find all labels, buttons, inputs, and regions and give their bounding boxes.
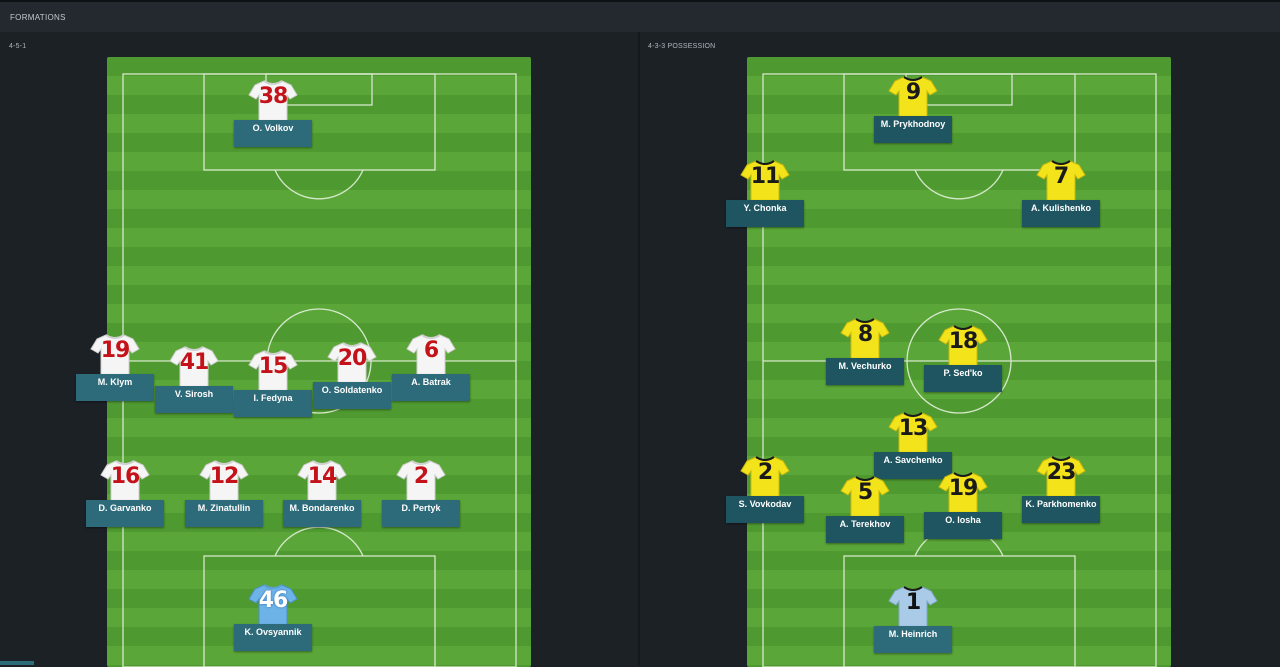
shirt-icon: [938, 470, 988, 518]
page-title: FORMATIONS: [10, 13, 66, 22]
shirt-number: 5: [857, 480, 873, 505]
shirt-icon: [740, 454, 790, 502]
shirt-number: 2: [413, 464, 429, 489]
player-token[interactable]: 5 A. Terekhov: [820, 474, 910, 554]
player-token[interactable]: 23 K. Parkhomenko: [1016, 454, 1106, 534]
player-name: M. Bondarenko: [283, 500, 361, 527]
player-name: M. Vechurko: [826, 358, 904, 385]
shirt-icon: [406, 332, 456, 380]
player-token[interactable]: 2 S. Vovkodav: [720, 454, 810, 534]
player-token[interactable]: 8 M. Vechurko: [820, 316, 910, 396]
shirt-icon: [740, 158, 790, 206]
player-token[interactable]: 19 M. Klym: [70, 332, 160, 412]
formation-label-right: 4-3-3 POSSESSION: [648, 43, 716, 50]
player-token[interactable]: 1 M. Heinrich: [868, 584, 958, 664]
player-token[interactable]: 18 P. Sed'ko: [918, 323, 1008, 403]
player-name: M. Klym: [76, 374, 154, 401]
player-name: M. Heinrich: [874, 626, 952, 653]
player-name: M. Zinatullin: [185, 500, 263, 527]
player-token[interactable]: 38 O. Volkov: [228, 78, 318, 158]
bottom-tab-indicator: [0, 661, 34, 665]
player-name: A. Batrak: [392, 374, 470, 401]
player-name: Y. Chonka: [726, 200, 804, 227]
player-token[interactable]: 9 M. Prykhodnoy: [868, 74, 958, 154]
right-formation-panel: 4-3-3 POSSESSION 9 M. Prykhodnoy 11 Y. Chon…: [640, 32, 1280, 667]
shirt-number: 9: [905, 80, 921, 105]
player-name: O. Volkov: [234, 120, 312, 147]
shirt-number: 38: [258, 84, 289, 109]
shirt-icon: [396, 458, 446, 506]
shirt-icon: [100, 458, 150, 506]
shirt-icon: [248, 582, 298, 630]
shirt-number: 18: [948, 329, 979, 354]
shirt-number: 19: [948, 476, 979, 501]
shirt-icon: [248, 348, 298, 396]
player-name: P. Sed'ko: [924, 365, 1002, 392]
shirt-number: 12: [209, 464, 240, 489]
player-name: I. Fedyna: [234, 390, 312, 417]
shirt-icon: [199, 458, 249, 506]
shirt-number: 41: [179, 350, 210, 375]
shirt-icon: [1036, 454, 1086, 502]
player-name: A. Kulishenko: [1022, 200, 1100, 227]
shirt-number: 7: [1053, 164, 1069, 189]
player-name: O. Iosha: [924, 512, 1002, 539]
player-token[interactable]: 41 V. Sirosh: [149, 344, 239, 424]
shirt-icon: [938, 323, 988, 371]
shirt-icon: [840, 474, 890, 522]
shirt-icon: [90, 332, 140, 380]
formation-label-left: 4-5-1: [9, 43, 27, 50]
shirt-icon: [1036, 158, 1086, 206]
player-name: D. Garvanko: [86, 500, 164, 527]
player-token[interactable]: 16 D. Garvanko: [80, 458, 170, 538]
player-name: D. Pertyk: [382, 500, 460, 527]
shirt-number: 46: [258, 588, 289, 613]
shirt-icon: [888, 410, 938, 458]
player-token[interactable]: 14 M. Bondarenko: [277, 458, 367, 538]
shirt-icon: [248, 78, 298, 126]
top-bar: FORMATIONS: [0, 0, 1280, 32]
player-name: K. Ovsyannik: [234, 624, 312, 651]
shirt-number: 1: [905, 590, 921, 615]
left-formation-panel: 4-5-1 38 O. Volkov 19 M. Klym 41 V. Sirosh 15 I…: [0, 32, 638, 667]
player-name: K. Parkhomenko: [1022, 496, 1100, 523]
shirt-number: 23: [1046, 460, 1077, 485]
shirt-number: 11: [750, 164, 781, 189]
shirt-number: 15: [258, 354, 289, 379]
player-name: A. Terekhov: [826, 516, 904, 543]
player-name: S. Vovkodav: [726, 496, 804, 523]
player-token[interactable]: 15 I. Fedyna: [228, 348, 318, 428]
shirt-icon: [888, 74, 938, 122]
shirt-number: 16: [110, 464, 141, 489]
shirt-icon: [169, 344, 219, 392]
shirt-number: 6: [423, 338, 439, 363]
player-token[interactable]: 7 A. Kulishenko: [1016, 158, 1106, 238]
shirt-number: 8: [857, 322, 873, 347]
shirt-icon: [888, 584, 938, 632]
shirt-number: 14: [307, 464, 338, 489]
shirt-icon: [327, 340, 377, 388]
shirt-number: 19: [100, 338, 131, 363]
shirt-icon: [840, 316, 890, 364]
player-token[interactable]: 11 Y. Chonka: [720, 158, 810, 238]
player-token[interactable]: 12 M. Zinatullin: [179, 458, 269, 538]
panel-divider: [638, 32, 640, 665]
player-token[interactable]: 46 K. Ovsyannik: [228, 582, 318, 662]
shirt-number: 20: [337, 346, 368, 371]
player-token[interactable]: 19 O. Iosha: [918, 470, 1008, 550]
player-name: O. Soldatenko: [313, 382, 391, 409]
player-token[interactable]: 6 A. Batrak: [386, 332, 476, 412]
shirt-icon: [297, 458, 347, 506]
player-token[interactable]: 2 D. Pertyk: [376, 458, 466, 538]
player-name: M. Prykhodnoy: [874, 116, 952, 143]
player-token[interactable]: 13 A. Savchenko: [868, 410, 958, 490]
shirt-number: 2: [757, 460, 773, 485]
shirt-number: 13: [898, 416, 929, 441]
player-name: A. Savchenko: [874, 452, 952, 479]
player-token[interactable]: 20 O. Soldatenko: [307, 340, 397, 420]
player-name: V. Sirosh: [155, 386, 233, 413]
